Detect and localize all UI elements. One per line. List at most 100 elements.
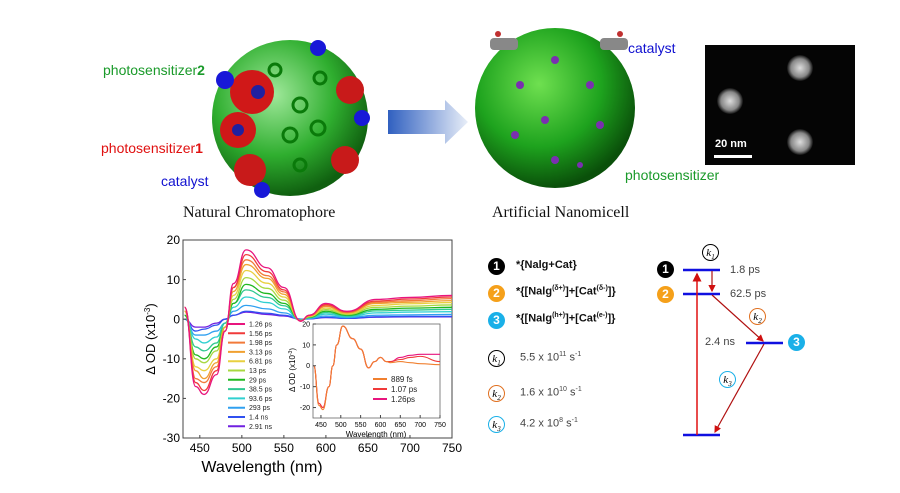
k1-unit: s <box>566 351 575 364</box>
ps1-number: 1 <box>195 140 203 156</box>
legend-label: 1.4 ns <box>249 414 269 421</box>
main-plot-frame <box>182 239 453 439</box>
caption-artificial-nanomicell: Artificial Nanomicell <box>492 204 630 221</box>
k3-unit: s <box>563 417 572 430</box>
inset-axis-ticks: 450 500 550 600 650 700 750 20 10 0 -10 -20 <box>300 321 446 429</box>
main-y-axis-title: Δ OD (x10-3) <box>143 303 158 374</box>
y-tick-label: 20 <box>167 233 181 247</box>
k3-unit-exp: -1 <box>571 417 578 424</box>
inset-ylabel-end: ) <box>288 348 297 351</box>
y-tick-label: 10 <box>167 273 181 287</box>
series-line-1.56ps <box>184 254 453 392</box>
state-badge-1: 1 <box>488 258 505 275</box>
series-line-6.81ps <box>184 269 453 372</box>
state-2-sup-a: (δ+) <box>552 285 566 292</box>
state-3-label: *{[Nalg(h+)]+[Cat(e-)]} <box>516 312 615 325</box>
top-illustrations <box>212 28 855 198</box>
x-tick-label: 750 <box>442 441 462 455</box>
diagram-k3-icon: k3 <box>719 371 736 388</box>
state-3-pre: *{[Nalg <box>516 312 553 325</box>
series-line-93.6ps <box>184 296 453 344</box>
k2-sub: 2 <box>497 394 501 403</box>
diagram-badge-3: 3 <box>788 334 805 351</box>
y-tick-label: -20 <box>163 392 181 406</box>
diagram-k1-sub: 1 <box>711 253 715 262</box>
legend-label: 93.6 ps <box>249 396 272 403</box>
k2-exp: 10 <box>559 386 567 393</box>
series-line-1.98ps <box>184 259 453 384</box>
label-photosensitizer1: photosensitizer1 <box>101 140 203 156</box>
k1-sub: 1 <box>497 359 501 368</box>
state-badge-3: 3 <box>488 312 505 329</box>
level-2-lifetime: 62.5 ps <box>730 288 767 300</box>
k1-mant: 5.5 x 10 <box>520 351 560 364</box>
rate-k2-icon: k2 <box>488 385 505 402</box>
rate-k1-value: 5.5 x 1011 s-1 <box>520 351 581 364</box>
x-tick-label: 700 <box>400 441 420 455</box>
x-tick-label: 650 <box>394 422 406 429</box>
transition-arrow <box>388 100 468 144</box>
x-tick-label: 550 <box>274 441 294 455</box>
label-catalyst-right: catalyst <box>628 40 676 56</box>
legend-label: 1.26 ps <box>249 321 272 328</box>
x-tick-label: 450 <box>190 441 210 455</box>
legend-label: 29 ps <box>249 377 267 384</box>
diagram-k1-letter: k <box>706 247 712 259</box>
legend-label: 3.13 ps <box>249 349 272 356</box>
y-tick-label: 20 <box>302 321 310 328</box>
k3-arrow <box>714 343 765 434</box>
label-catalyst-left: catalyst <box>161 173 209 189</box>
inset-plot-frame <box>312 323 441 419</box>
main-ylabel-exp: -3 <box>143 307 152 315</box>
state-badge-2: 2 <box>488 285 505 302</box>
x-tick-label: 500 <box>335 422 347 429</box>
scale-bar-label: 20 nm <box>715 138 747 150</box>
k2-unit: s <box>566 386 576 399</box>
legend-label: 1.07 ps <box>391 385 417 394</box>
x-tick-label: 600 <box>316 441 336 455</box>
diagram-k3-letter: k <box>723 374 729 386</box>
k3-exp: 8 <box>559 417 564 424</box>
k1-exp: 11 <box>559 351 567 358</box>
series-line-38.5ps <box>184 289 453 352</box>
diagram-k2-letter: k <box>753 311 759 323</box>
state-1-text: *{Nalg+Cat} <box>516 259 577 271</box>
legend-label: 889 fs <box>391 375 413 384</box>
series-line-1.26ps <box>184 249 453 396</box>
k3-sub: 3 <box>497 425 501 434</box>
legend-label: 2.91 ns <box>249 424 272 431</box>
main-axis-ticks: 450 500 550 600 650 700 750 20 10 0 -10 -20 -30 <box>163 233 463 455</box>
inset-legend: 889 fs1.07 ps1.26ps <box>373 375 417 404</box>
legend-label: 1.26ps <box>391 395 415 404</box>
diagram-badge-1: 1 <box>657 261 674 278</box>
state-2-post: ]} <box>607 285 616 298</box>
k2-unit-exp: -1 <box>575 386 582 393</box>
energy-diagram <box>683 268 783 437</box>
level-1-lifetime: 1.8 ps <box>730 264 760 276</box>
k1-letter: k <box>492 353 498 365</box>
x-tick-label: 650 <box>358 441 378 455</box>
y-tick-label: 0 <box>173 312 180 326</box>
inset-ylabel-exp: -3 <box>288 350 294 355</box>
series-line-1.4ns <box>184 310 452 332</box>
y-tick-label: -20 <box>300 405 310 412</box>
legend-label: 1.98 ps <box>249 340 272 347</box>
nanomicell-image <box>475 28 635 188</box>
k3-mant: 4.2 x 10 <box>520 417 560 430</box>
rate-k3-value: 4.2 x 108 s-1 <box>520 417 578 430</box>
legend-label: 1.56 ps <box>249 331 272 338</box>
inset-ylabel-text: Δ OD (x10 <box>288 355 297 392</box>
tem-micrograph <box>705 45 855 165</box>
k2-letter: k <box>492 388 498 400</box>
k1-unit-exp: -1 <box>574 351 582 358</box>
rate-k1-icon: k1 <box>488 350 505 367</box>
k2-arrow <box>711 294 764 342</box>
state-2-sup-b: (δ-) <box>596 285 608 292</box>
diagram-k1-icon: k1 <box>702 244 719 261</box>
x-tick-label: 600 <box>375 422 387 429</box>
caption-natural-chromatophore: Natural Chromatophore <box>183 204 336 221</box>
diagram-k2-icon: k2 <box>749 308 766 325</box>
y-tick-label: -30 <box>163 431 181 445</box>
y-tick-label: -10 <box>163 352 181 366</box>
